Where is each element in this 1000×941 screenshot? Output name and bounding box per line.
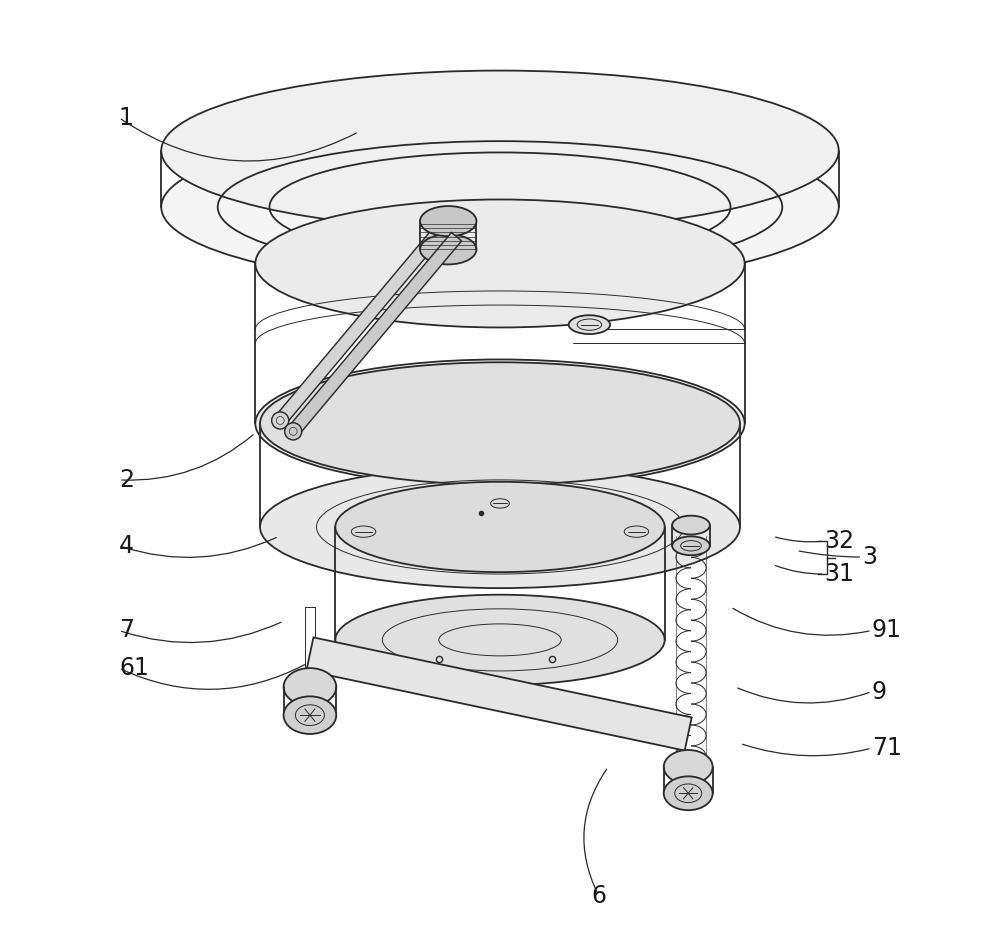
Ellipse shape	[672, 536, 710, 555]
Ellipse shape	[161, 71, 839, 231]
Circle shape	[272, 412, 289, 429]
Ellipse shape	[483, 496, 517, 511]
Ellipse shape	[569, 315, 610, 334]
Text: 6: 6	[591, 884, 606, 908]
Text: 32: 32	[825, 529, 855, 553]
Ellipse shape	[260, 362, 740, 485]
Text: 4: 4	[119, 534, 134, 558]
Ellipse shape	[420, 234, 476, 264]
Polygon shape	[306, 637, 692, 751]
Circle shape	[285, 423, 302, 440]
Text: 7: 7	[119, 618, 134, 643]
Ellipse shape	[335, 482, 665, 572]
Ellipse shape	[255, 199, 745, 327]
Ellipse shape	[260, 466, 740, 588]
Text: 61: 61	[119, 656, 149, 680]
Polygon shape	[275, 222, 449, 424]
Ellipse shape	[343, 522, 384, 541]
Text: 3: 3	[862, 545, 877, 569]
Text: 31: 31	[825, 562, 855, 586]
Polygon shape	[288, 232, 462, 436]
Ellipse shape	[284, 668, 336, 706]
Text: 1: 1	[119, 105, 134, 130]
Text: 91: 91	[872, 618, 902, 643]
Ellipse shape	[255, 359, 745, 487]
Ellipse shape	[664, 750, 713, 784]
Ellipse shape	[161, 127, 839, 287]
Ellipse shape	[664, 776, 713, 810]
Ellipse shape	[335, 595, 665, 685]
Ellipse shape	[420, 206, 476, 236]
Ellipse shape	[616, 522, 657, 541]
Ellipse shape	[284, 696, 336, 734]
Ellipse shape	[672, 516, 710, 534]
Text: 2: 2	[119, 468, 134, 492]
Text: 9: 9	[872, 679, 887, 704]
Text: 71: 71	[872, 736, 902, 760]
